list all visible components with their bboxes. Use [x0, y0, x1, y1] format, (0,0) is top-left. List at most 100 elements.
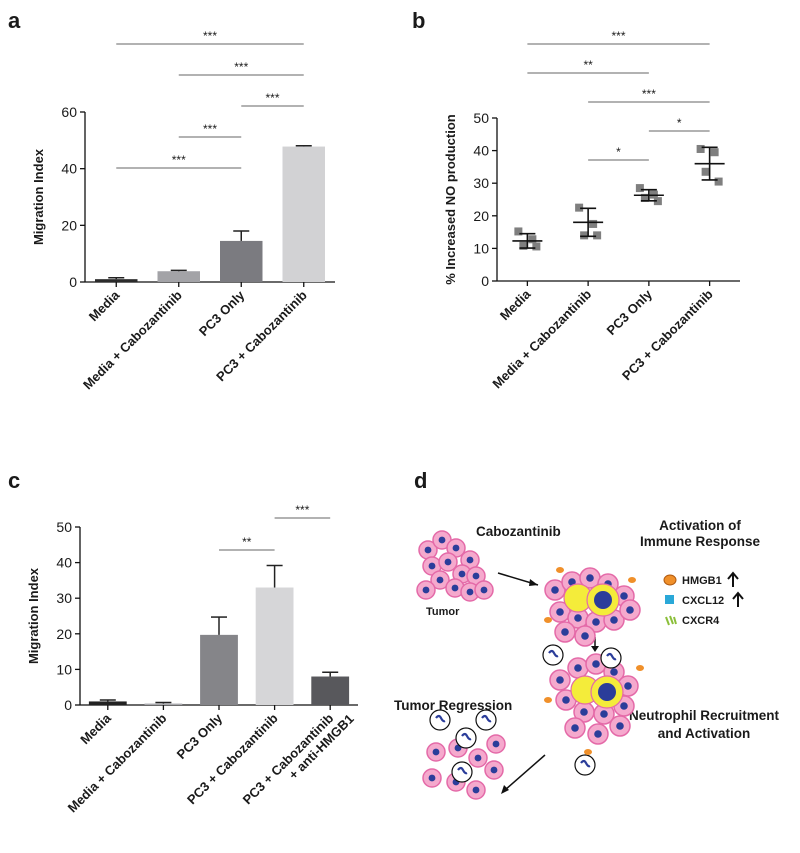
y-tick-label: 40 [56, 555, 72, 571]
y-tick-label: 60 [61, 104, 77, 120]
nucleus [458, 570, 466, 578]
nucleus [424, 546, 432, 554]
significance-label: ** [242, 535, 252, 549]
nucleus [492, 740, 500, 748]
significance-label: *** [642, 87, 656, 101]
significance-label: *** [611, 29, 625, 43]
significance-label: *** [265, 91, 279, 105]
neutrophil-nucleus [606, 652, 617, 661]
nucleus [592, 660, 600, 668]
nucleus [436, 576, 444, 584]
cxcl12-icon [665, 595, 674, 604]
arrow-head [501, 785, 509, 794]
nucleus [428, 562, 436, 570]
nucleus [580, 708, 588, 716]
y-tick-label: 50 [473, 110, 489, 126]
y-tick-label: 0 [64, 697, 72, 713]
nucleus [432, 748, 440, 756]
nucleus [586, 574, 594, 582]
nucleus [620, 702, 628, 710]
nucleus [594, 730, 602, 738]
significance-label: * [677, 116, 682, 130]
nucleus [610, 616, 618, 624]
nucleus [472, 786, 480, 794]
point [714, 177, 723, 186]
neutrophil-nucleus [457, 766, 468, 775]
point [528, 235, 537, 244]
nucleus [616, 722, 624, 730]
nucleus [600, 710, 608, 718]
nucleus [581, 632, 589, 640]
bar [220, 240, 263, 282]
nucleus [592, 618, 600, 626]
hmgb1-mark [544, 617, 552, 623]
significance-label: *** [203, 122, 217, 136]
recruitment-label: Neutrophil Recruitment [629, 708, 780, 723]
point [514, 227, 523, 236]
point [580, 231, 589, 240]
arrow [504, 754, 546, 791]
hmgb1-mark [556, 567, 564, 573]
hmgb1-icon [663, 574, 677, 586]
point [532, 242, 541, 251]
nucleus [620, 592, 628, 600]
x-tick-label: Media [497, 286, 534, 323]
y-tick-label: 10 [473, 240, 489, 256]
significance-label: *** [234, 60, 248, 74]
significance-label: *** [203, 29, 217, 43]
significance-label: ** [583, 58, 593, 72]
y-tick-label: 50 [56, 519, 72, 535]
nucleus [556, 676, 564, 684]
x-tick-label: PC3 Only [174, 710, 226, 762]
nucleus [626, 606, 634, 614]
recruitment-label: and Activation [658, 726, 751, 741]
point [593, 231, 602, 240]
neutrophil-nucleus [461, 732, 472, 741]
hmgb1-mark [584, 749, 592, 755]
y-axis-label: % Increased NO production [443, 114, 458, 285]
tumor-label: Tumor [426, 606, 460, 618]
hmgb1-mark [636, 665, 644, 671]
bar [200, 634, 238, 705]
panel-label: d [414, 468, 427, 493]
panel-label: a [8, 8, 21, 33]
nucleus [480, 586, 488, 594]
y-tick-label: 20 [56, 626, 72, 642]
bar [282, 146, 325, 282]
neutrophil [475, 709, 497, 731]
hmgb1-mark [544, 697, 552, 703]
arrow-head [529, 579, 538, 586]
x-tick-label: PC3 + Cabozantinib+ anti-HMGB1 [240, 701, 357, 818]
nucleus [574, 614, 582, 622]
hmgb1-mark [628, 577, 636, 583]
drug-label: Cabozantinib [476, 524, 561, 539]
nucleus [428, 774, 436, 782]
significance-label: *** [295, 503, 309, 517]
nucleus [466, 588, 474, 596]
x-tick-label: Media + Cabozantinib [489, 286, 594, 391]
nucleus [444, 558, 452, 566]
nucleus [551, 586, 559, 594]
nucleus [568, 578, 576, 586]
point [640, 193, 649, 202]
neutrophil-nucleus [548, 649, 559, 658]
y-tick-label: 10 [56, 661, 72, 677]
legend-label: CXCR4 [682, 615, 720, 627]
cxcr4-icon [665, 615, 677, 626]
point [710, 148, 719, 157]
x-tick-label: Media [86, 287, 123, 324]
nucleus [490, 766, 498, 774]
bar [157, 271, 200, 282]
up-arrow [732, 591, 744, 607]
y-axis-label: Migration Index [26, 567, 41, 664]
neutrophil [600, 647, 622, 669]
y-tick-label: 40 [473, 143, 489, 159]
diagram: d Cabozantinib Tumor Activation of Immun… [394, 468, 780, 800]
legend-label: CXCL12 [682, 595, 724, 607]
point [589, 219, 598, 228]
x-tick-label: PC3 Only [604, 286, 656, 338]
nucleus [422, 586, 430, 594]
nucleus [438, 536, 446, 544]
nucleus [556, 608, 564, 616]
